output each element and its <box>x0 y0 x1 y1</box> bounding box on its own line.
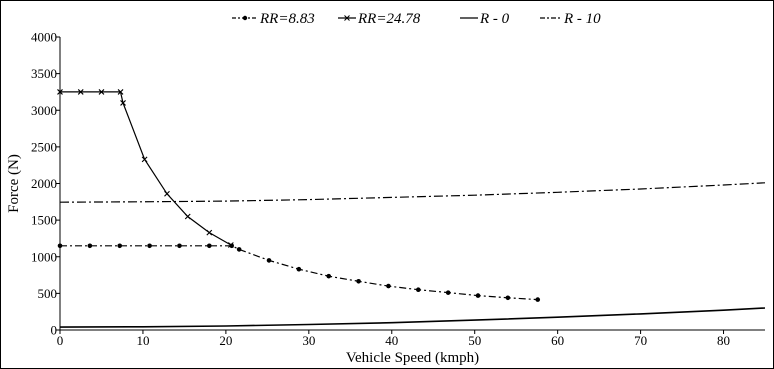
series-2 <box>59 307 766 328</box>
x-tick-label: 40 <box>385 333 398 348</box>
data-point <box>206 229 213 236</box>
data-point <box>141 156 148 163</box>
data-point <box>164 190 170 197</box>
x-tick-label: 70 <box>634 333 647 348</box>
data-point <box>206 243 212 249</box>
y-tick-label: 4000 <box>31 30 57 45</box>
data-point <box>475 293 481 298</box>
x-tick-label: 10 <box>136 333 149 348</box>
legend-label: R - 0 <box>479 11 510 27</box>
data-point <box>117 243 123 249</box>
legend-label: R - 10 <box>563 11 601 27</box>
data-point <box>98 89 105 95</box>
data-point <box>87 243 93 249</box>
x-tick-label: 60 <box>551 333 564 348</box>
legend-item: R - 0 <box>460 11 510 27</box>
data-point <box>505 295 511 301</box>
data-point <box>147 243 152 249</box>
y-tick-label: 500 <box>38 286 58 301</box>
legend-marker <box>242 15 248 21</box>
series-line <box>60 91 232 246</box>
legend: RR=8.83 RR=24.78 R - 0 R - 10 <box>232 11 601 27</box>
legend-item: RR=8.83 <box>232 11 315 27</box>
data-point <box>57 89 63 95</box>
data-point <box>77 89 84 95</box>
y-tick-label: 1000 <box>31 249 57 264</box>
data-point <box>356 278 361 284</box>
series-3 <box>59 182 766 203</box>
legend-label: RR=24.78 <box>357 11 421 27</box>
y-tick-label: 2500 <box>31 139 57 154</box>
data-point <box>177 243 182 249</box>
axes: 0 10 20 30 40 50 60 70 80 0 500 1000 1500 2000 2500 30… <box>6 30 765 366</box>
data-point <box>296 266 302 272</box>
series-1 <box>57 89 234 248</box>
data-point <box>117 89 124 95</box>
x-tick-label: 30 <box>302 333 315 348</box>
x-tick-label: 50 <box>468 333 481 348</box>
y-tick-label: 3000 <box>31 103 57 118</box>
x-ticks: 0 10 20 30 40 50 60 70 80 <box>57 330 730 348</box>
data-point <box>445 290 451 295</box>
series-line <box>59 182 766 203</box>
y-tick-label: 1500 <box>31 213 57 228</box>
data-point <box>184 213 191 220</box>
y-tick-label: 3500 <box>31 66 57 81</box>
x-axis-title: Vehicle Speed (kmph) <box>346 350 479 366</box>
data-point <box>57 243 63 249</box>
data-point <box>386 283 391 289</box>
x-tick-label: 80 <box>717 333 730 348</box>
plot-area <box>57 89 766 328</box>
y-tick-label: 0 <box>51 323 58 338</box>
data-point <box>416 287 421 293</box>
series-line <box>59 307 766 328</box>
data-point <box>535 297 541 302</box>
legend-label: RR=8.83 <box>259 11 315 27</box>
y-tick-label: 2000 <box>31 176 57 191</box>
x-tick-label: 0 <box>57 333 64 348</box>
data-point <box>120 100 126 106</box>
data-point <box>236 247 242 252</box>
series-0 <box>57 243 541 302</box>
y-axis-title: Force (N) <box>6 154 22 213</box>
y-ticks: 0 500 1000 1500 2000 2500 3000 3500 4000 <box>31 30 60 338</box>
data-point <box>227 242 234 248</box>
legend-item: RR=24.78 <box>338 11 421 27</box>
series-line <box>60 245 538 301</box>
data-point <box>326 273 332 279</box>
legend-item: R - 10 <box>540 11 601 27</box>
legend-marker <box>344 15 350 21</box>
x-tick-label: 20 <box>219 333 232 348</box>
data-point <box>266 258 272 263</box>
